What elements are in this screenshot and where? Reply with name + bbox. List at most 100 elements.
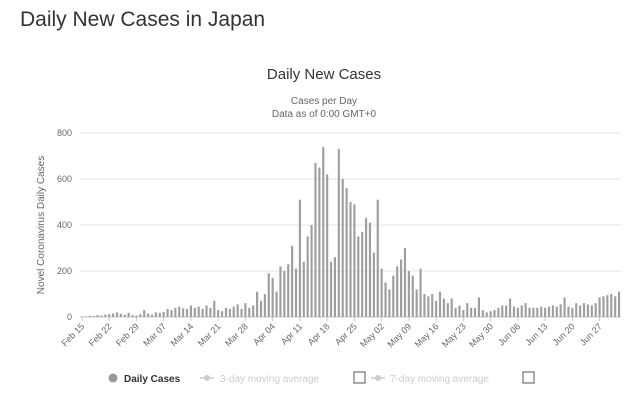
- bar: [361, 231, 364, 317]
- bar: [209, 307, 212, 317]
- x-tick-label: Mar 28: [223, 321, 250, 348]
- page-title: Daily New Cases in Japan: [20, 8, 266, 31]
- bar: [182, 308, 185, 317]
- bar: [571, 307, 574, 317]
- bar: [586, 304, 589, 317]
- bar: [419, 268, 422, 317]
- bar: [298, 199, 301, 317]
- bar: [594, 303, 597, 317]
- bar: [501, 305, 504, 317]
- legend-7day-checkbox[interactable]: [522, 371, 535, 384]
- bar: [96, 315, 99, 317]
- bar: [147, 313, 150, 317]
- bar: [267, 273, 270, 317]
- bar: [322, 146, 325, 317]
- bar: [617, 291, 621, 317]
- bar: [473, 307, 477, 317]
- bar: [279, 266, 282, 317]
- x-tick-label: Jun 06: [496, 321, 522, 347]
- x-tick-label: May 23: [440, 321, 468, 349]
- bar: [228, 308, 231, 317]
- bar: [178, 306, 181, 317]
- bar: [252, 305, 255, 317]
- x-tick-label: Feb 29: [114, 321, 141, 348]
- bar: [193, 307, 196, 317]
- bar: [509, 298, 512, 317]
- bar: [123, 314, 126, 317]
- bar: [493, 310, 496, 317]
- bar: [92, 316, 95, 317]
- bar: [329, 261, 333, 317]
- bar: [154, 312, 157, 317]
- bar: [217, 310, 220, 317]
- bar: [310, 225, 313, 317]
- bar: [400, 259, 403, 317]
- bar: [454, 307, 457, 317]
- bar: [528, 307, 531, 317]
- y-tick-label: 200: [57, 266, 72, 276]
- legend-7day-marker: [375, 375, 381, 381]
- legend-item-7-day-moving-average[interactable]: 7-day moving average: [371, 374, 489, 385]
- bar: [415, 289, 418, 317]
- bar: [112, 313, 115, 317]
- bar: [174, 307, 177, 317]
- bar: [388, 289, 391, 317]
- bar: [462, 310, 465, 317]
- bar: [357, 236, 360, 317]
- bar: [512, 306, 516, 317]
- y-axis-ticks: 0 200 400 600 800: [57, 128, 72, 322]
- bar: [108, 314, 111, 317]
- bar: [314, 162, 317, 317]
- bar: [326, 174, 329, 317]
- bar: [372, 252, 375, 317]
- legend-item-3-day-moving-average[interactable]: 3-day moving average: [200, 374, 319, 385]
- bar: [364, 218, 368, 317]
- x-tick-label: May 16: [413, 321, 441, 349]
- bar: [470, 307, 473, 317]
- bar: [458, 305, 461, 317]
- bar: [477, 297, 481, 317]
- bar: [349, 202, 352, 317]
- bars: [80, 146, 621, 317]
- bar: [185, 308, 189, 317]
- bar: [150, 314, 154, 317]
- bar: [431, 294, 434, 317]
- x-tick-label: Mar 21: [196, 321, 223, 348]
- bar: [450, 298, 453, 317]
- bar: [590, 305, 593, 317]
- bar: [115, 312, 119, 317]
- bar: [166, 308, 169, 317]
- bar: [143, 310, 146, 317]
- bar: [236, 304, 239, 317]
- bar: [559, 304, 562, 317]
- bar: [563, 297, 566, 317]
- bar: [544, 307, 547, 317]
- bar: [579, 305, 582, 317]
- legend-item-daily-cases[interactable]: Daily Cases: [108, 373, 181, 386]
- bar: [306, 236, 309, 317]
- x-tick-label: May 09: [385, 321, 413, 349]
- bar: [213, 300, 216, 317]
- bar: [127, 312, 130, 317]
- bar: [380, 268, 383, 317]
- bar: [481, 310, 484, 317]
- bar: [244, 303, 247, 317]
- bar: [547, 306, 551, 317]
- bar: [403, 248, 407, 317]
- x-tick-label: Mar 07: [141, 321, 168, 348]
- legend: Daily Cases 3-day moving average 7-day mov…: [108, 371, 535, 386]
- bar: [333, 257, 337, 317]
- bar: [407, 271, 410, 317]
- legend-3day-checkbox[interactable]: [353, 371, 366, 384]
- y-tick-label: 800: [57, 128, 72, 138]
- bar: [598, 297, 601, 317]
- bar: [104, 314, 107, 317]
- bar: [442, 298, 445, 317]
- x-tick-label: Feb 22: [87, 321, 114, 348]
- x-tick-label: May 02: [358, 321, 386, 349]
- y-tick-label: 600: [57, 174, 72, 184]
- bar: [302, 261, 305, 317]
- bar: [384, 282, 387, 317]
- legend-daily-cases-marker: [108, 373, 118, 383]
